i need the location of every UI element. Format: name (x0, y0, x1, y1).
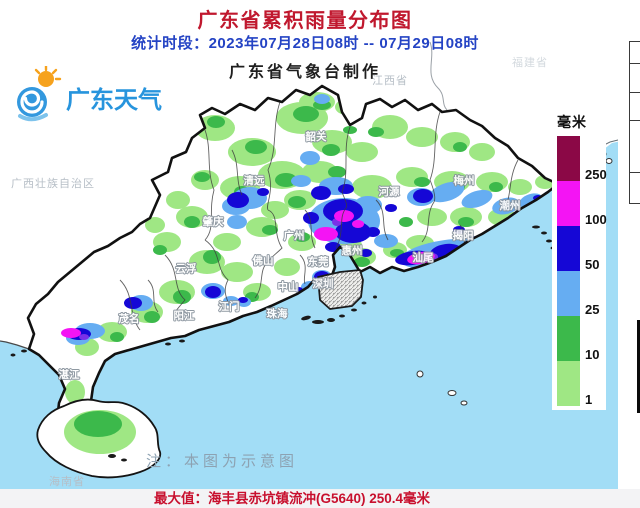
city-label: 湛江 (59, 368, 80, 381)
city-label: 深圳 (313, 277, 334, 290)
panel-row-line (629, 203, 640, 204)
legend-value: 50 (585, 257, 600, 272)
legend-value: 250 (585, 167, 607, 182)
city-label: 中山 (278, 280, 299, 293)
prov-label: 海南省 (49, 474, 85, 488)
sea (0, 137, 640, 489)
city-label: 佛山 (252, 254, 274, 267)
city-label: 茂名 (118, 312, 140, 325)
legend-value: 25 (585, 302, 600, 317)
cropped-side-panel (618, 0, 640, 508)
city-label: 汕尾 (413, 251, 434, 264)
panel-row-line (629, 41, 640, 42)
rainfall-legend: 毫米 250 100 50 25 10 1 (557, 112, 607, 406)
legend-value: 100 (585, 212, 607, 227)
city-label: 东莞 (308, 255, 329, 268)
max-value-text: 最大值：海丰县赤坑镇流冲(G5640) 250.4毫米 (153, 491, 431, 506)
legend-color-50 (557, 226, 580, 271)
hainan-island (36, 398, 162, 479)
city-label: 珠海 (267, 307, 288, 320)
legend-color-bar: 250 100 50 25 10 1 (557, 136, 607, 406)
legend-color-1 (557, 361, 580, 406)
legend-value: 10 (585, 347, 600, 362)
city-label: 梅州 (454, 174, 475, 187)
city-label: 云浮 (176, 262, 197, 275)
legend-unit: 毫米 (557, 114, 587, 130)
legend-color-10 (557, 316, 580, 361)
panel-row-line (629, 63, 640, 64)
panel-border-line (629, 41, 630, 203)
city-label: 阳江 (174, 309, 195, 322)
city-label: 广州 (284, 229, 305, 242)
city-label: 江门 (219, 300, 240, 313)
legend-color-25 (557, 271, 580, 316)
prov-label: 广西壮族自治区 (11, 176, 95, 190)
sun-cloud-icon (12, 64, 62, 129)
stat-period: 统计时段：2023年07月28日08时 -- 07月29日08时 (131, 35, 479, 52)
panel-row-line (629, 172, 640, 173)
legend-value: 1 (585, 392, 593, 407)
panel-thick-line (637, 320, 640, 413)
prov-label: 江西省 (372, 74, 408, 87)
max-value-bar: 最大值：海丰县赤坑镇流冲(G5640) 250.4毫米 (0, 489, 640, 508)
map-note: 注：本图为示意图 (146, 453, 299, 470)
panel-row-line (629, 120, 640, 121)
page-title: 广东省累积雨量分布图 (197, 10, 413, 32)
producer-line: 广东省气象台制作 (228, 64, 381, 81)
city-label: 清远 (244, 174, 265, 187)
legend-color-100 (557, 181, 580, 226)
city-label: 河源 (379, 185, 400, 198)
prov-label: 福建省 (512, 55, 548, 69)
city-label: 潮州 (500, 199, 521, 212)
legend-color-250 (557, 136, 580, 181)
hongkong-region (317, 269, 364, 310)
city-label: 韶关 (306, 130, 327, 143)
city-label: 揭阳 (453, 229, 474, 242)
logo-text: 广东天气 (66, 87, 162, 114)
city-label: 惠州 (342, 244, 363, 257)
panel-row-line (629, 92, 640, 93)
city-label: 肇庆 (202, 215, 224, 228)
gd-weather-logo: 广东天气 (12, 64, 162, 129)
